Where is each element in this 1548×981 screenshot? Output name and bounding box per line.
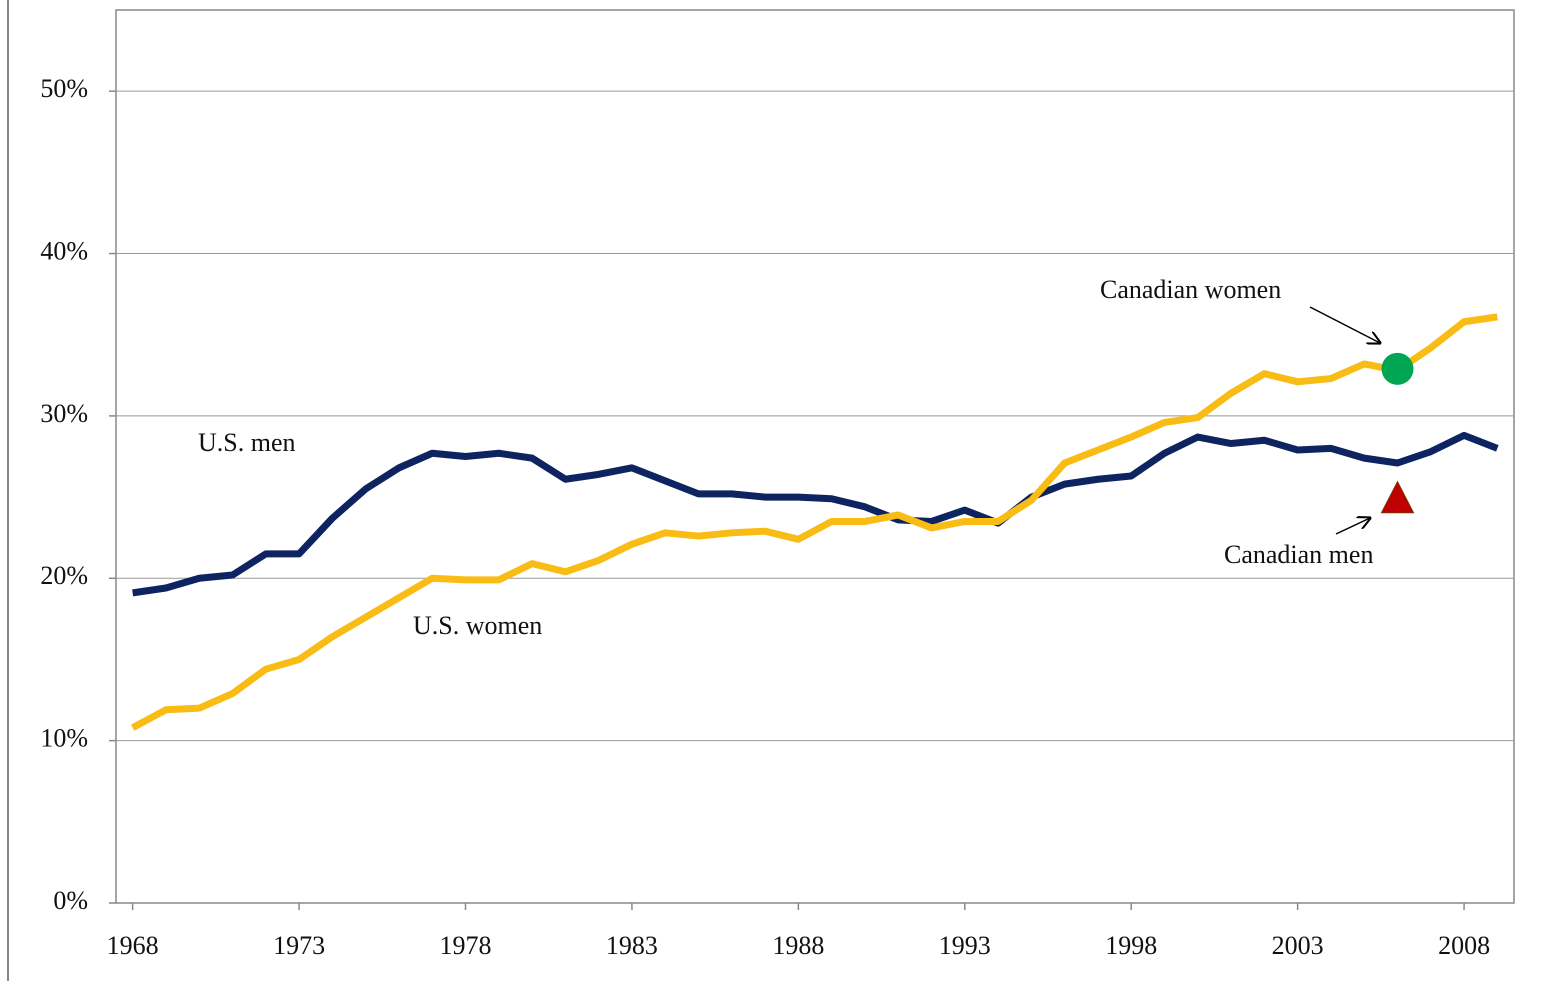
arrow (1335, 518, 1370, 535)
x-tick-label: 1968 (107, 931, 159, 960)
x-tick-label: 1993 (939, 931, 991, 960)
x-tick-label: 1978 (440, 931, 492, 960)
y-tick-label: 20% (40, 561, 88, 590)
x-tick-label: 1983 (606, 931, 658, 960)
series-label: U.S. women (413, 611, 542, 640)
series-line (132, 431, 1499, 597)
point-marker (1381, 352, 1414, 385)
y-tick-label: 10% (40, 724, 88, 753)
arrow (1309, 306, 1380, 343)
x-tick-label: 2008 (1438, 931, 1490, 960)
plot-border (115, 9, 1515, 904)
y-tick-label: 0% (53, 886, 88, 915)
x-tick-label: 2003 (1272, 931, 1324, 960)
point-marker (1380, 480, 1415, 514)
y-tick-label: 40% (40, 237, 88, 266)
marker-label: Canadian men (1224, 540, 1373, 569)
x-tick-label: 1988 (772, 931, 824, 960)
series-label: U.S. men (198, 428, 296, 457)
y-tick-label: 50% (40, 74, 88, 103)
marker-label: Canadian women (1100, 275, 1281, 304)
series-line (130, 313, 1498, 731)
y-tick-label: 30% (40, 399, 88, 428)
x-tick-label: 1973 (273, 931, 325, 960)
x-tick-label: 1998 (1105, 931, 1157, 960)
